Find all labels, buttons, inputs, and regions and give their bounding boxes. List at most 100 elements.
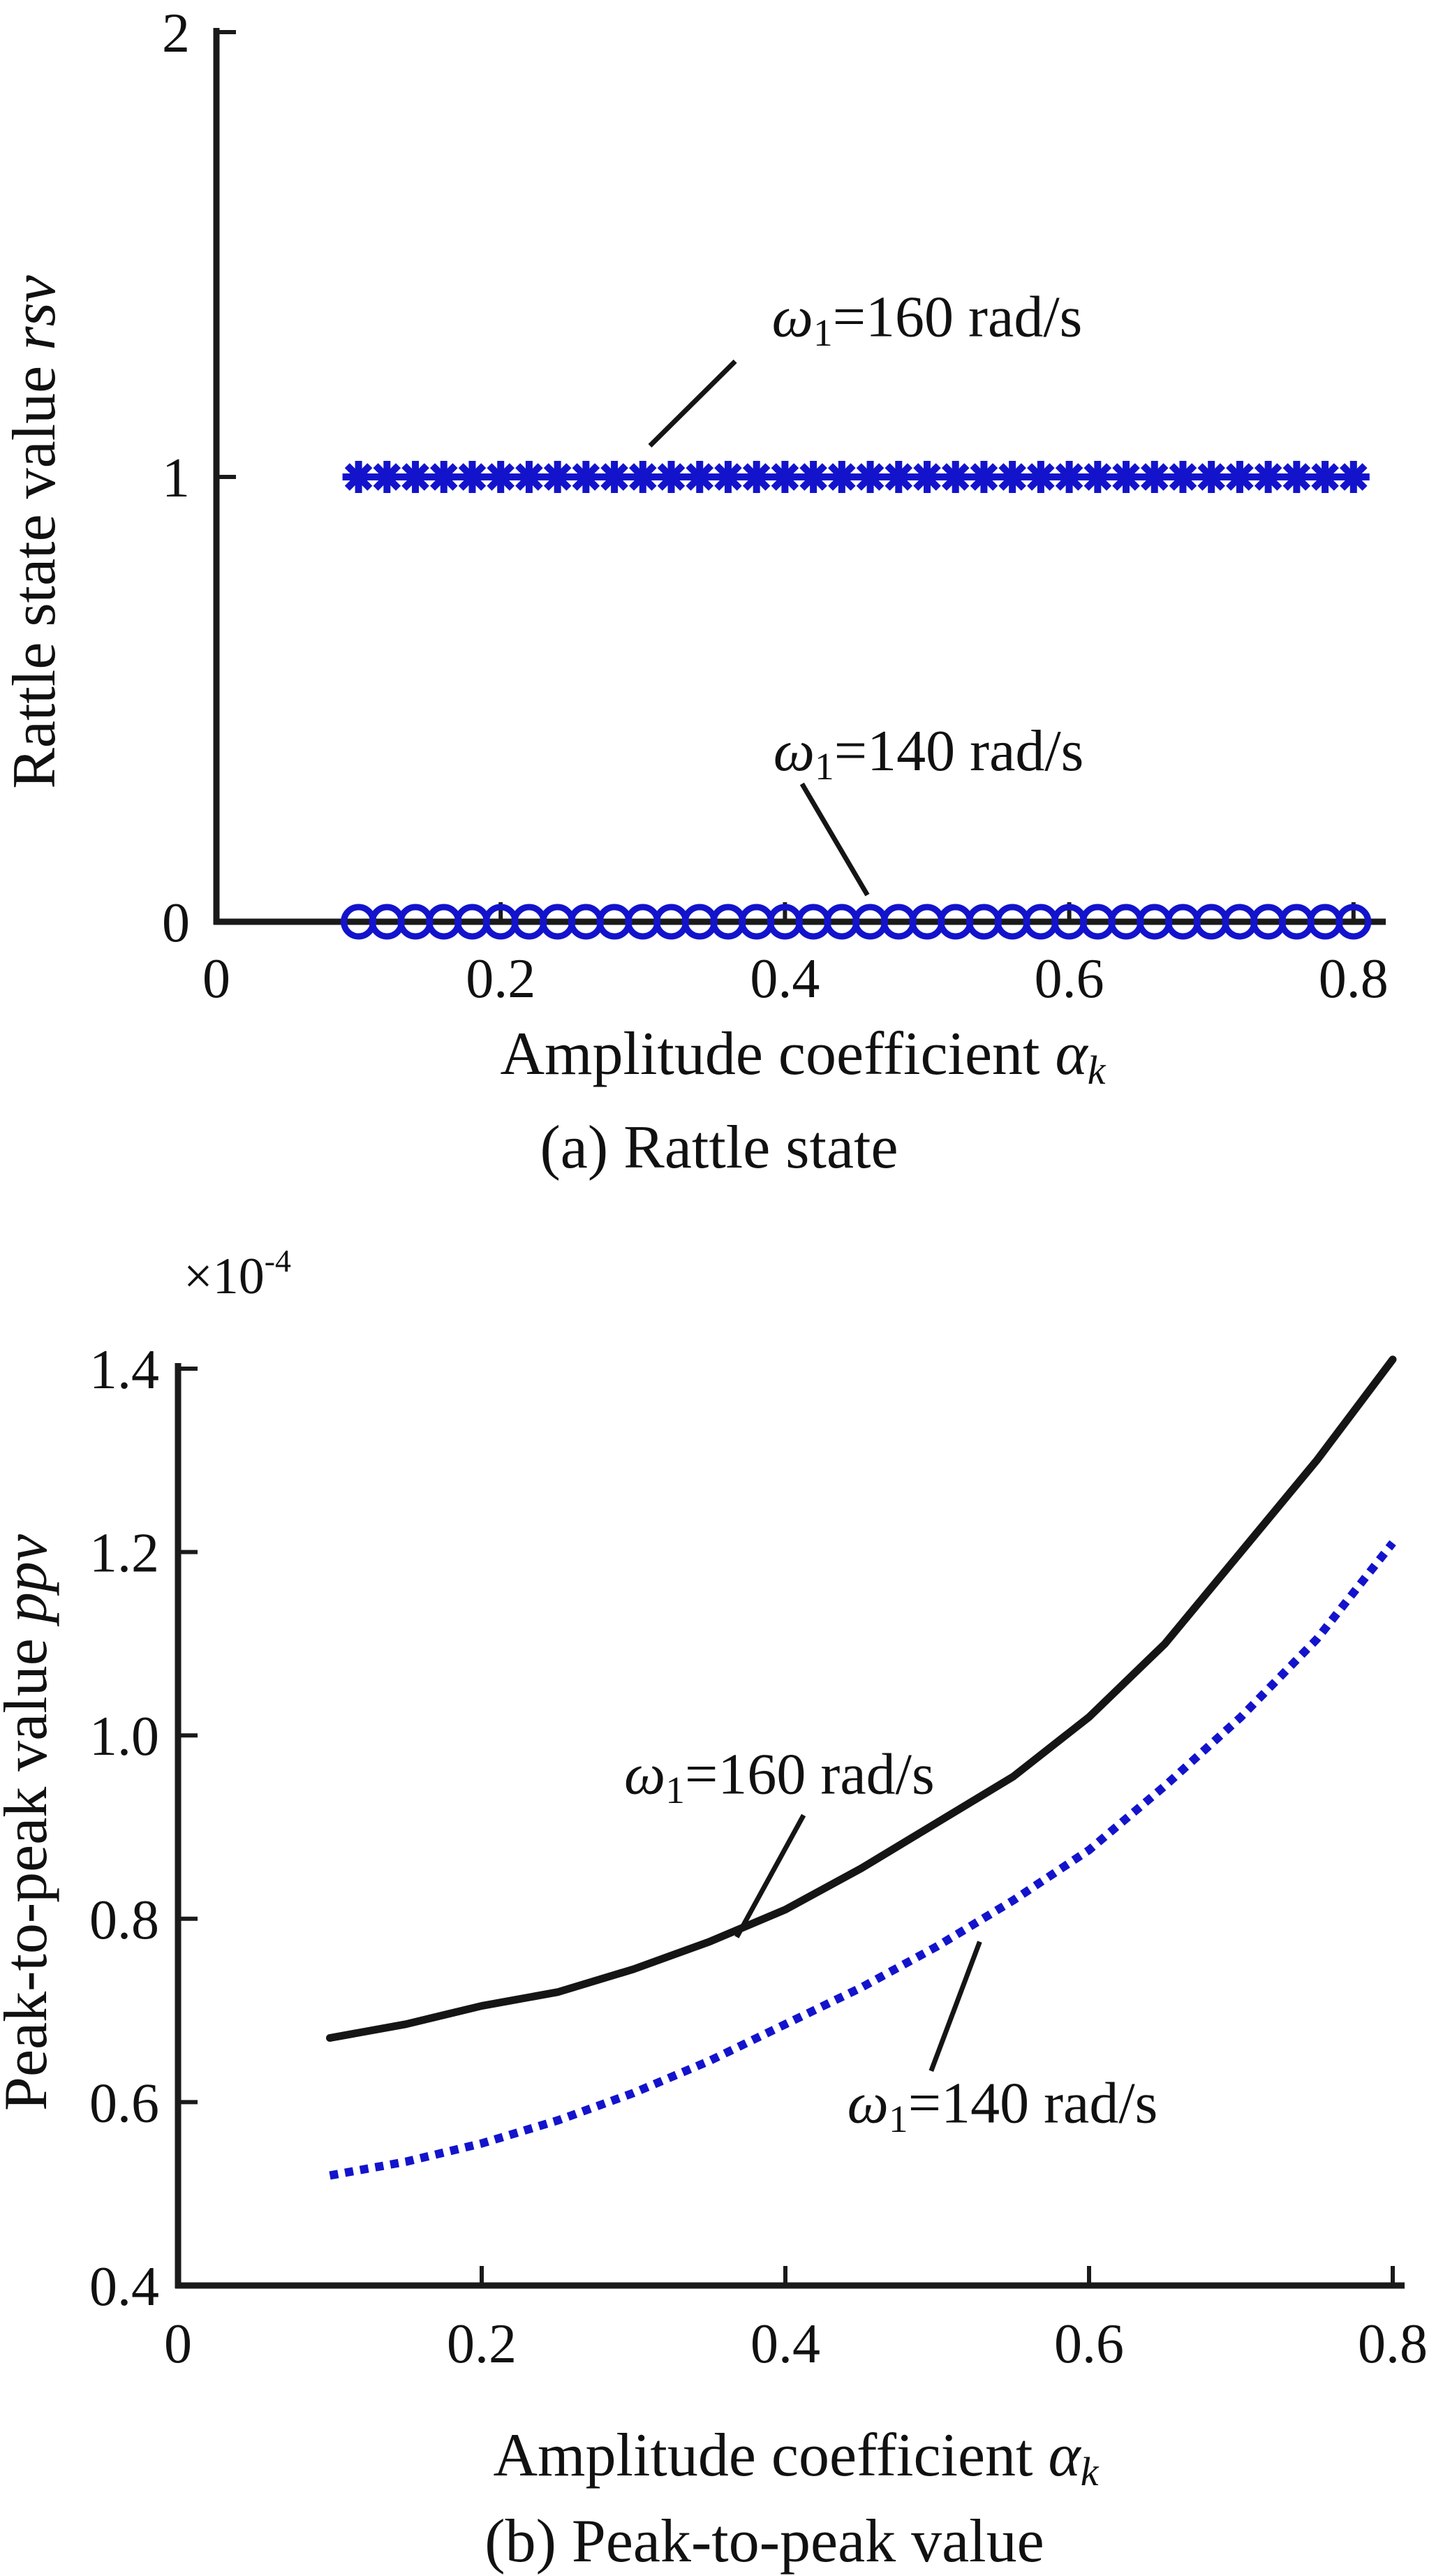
asterisk-stroke xyxy=(1311,463,1339,491)
asterisk-stroke xyxy=(1169,463,1197,491)
annotation-leader-line xyxy=(928,1941,982,2072)
asterisk-marker xyxy=(1110,461,1143,493)
asterisk-marker xyxy=(456,461,489,493)
panel-b-text: 0 0.2 0.4 0.6 0.8 0.4 0.6 0.8 1.0 1.2 1.4 ×10-4 Ampl… xyxy=(0,1243,1428,2575)
asterisk-marker xyxy=(399,461,432,493)
asterisk-stroke xyxy=(714,463,742,491)
panel-b-x-axis-label: Amplitude coefficient αk xyxy=(494,2422,1100,2494)
asterisk-stroke xyxy=(401,463,429,491)
asterisk-marker xyxy=(541,461,574,493)
asterisk-marker xyxy=(342,461,375,493)
panel-b-x-tick-label: 0.4 xyxy=(750,2313,820,2375)
asterisk-stroke xyxy=(885,463,913,491)
asterisk-stroke xyxy=(543,463,572,491)
asterisk-marker xyxy=(797,461,830,493)
panel-a-y-tick-label: 1 xyxy=(162,448,190,509)
annotation-leader-line xyxy=(734,1813,806,1938)
asterisk-marker xyxy=(626,461,659,493)
asterisk-stroke xyxy=(657,463,686,491)
panel-b-y-tick-label: 0.8 xyxy=(89,1890,159,1951)
panel-a-series xyxy=(341,461,1372,940)
asterisk-marker xyxy=(911,461,943,493)
panel-b-y-tick-label: 0.6 xyxy=(89,2073,159,2134)
panel-b-y-tick-label: 1.2 xyxy=(89,1523,159,1584)
asterisk-marker xyxy=(427,461,460,493)
asterisk-marker xyxy=(512,461,545,493)
asterisk-marker xyxy=(1167,461,1199,493)
annotation-leader-line xyxy=(648,359,737,448)
panel-b-x-tick-label: 0 xyxy=(164,2313,192,2375)
annotation-label-omega-160: ω1=160 rad/s xyxy=(624,1742,935,1811)
circle-marker xyxy=(1335,904,1372,940)
asterisk-marker xyxy=(1053,461,1086,493)
asterisk-stroke xyxy=(429,463,458,491)
panel-b-y-tick-label: 1.0 xyxy=(89,1706,159,1767)
panel-a-y-axis-label: Rattle state value rsv xyxy=(1,274,68,788)
panel-b-exponent-label: ×10-4 xyxy=(184,1243,291,1305)
asterisk-marker xyxy=(1138,461,1171,493)
asterisk-stroke xyxy=(1083,463,1112,491)
asterisk-stroke xyxy=(970,463,998,491)
panel-b-x-tick-label: 0.6 xyxy=(1054,2313,1124,2375)
asterisk-marker xyxy=(825,461,858,493)
asterisk-stroke xyxy=(1340,463,1368,491)
asterisk-stroke xyxy=(941,463,970,491)
asterisk-marker xyxy=(683,461,716,493)
asterisk-stroke xyxy=(1140,463,1169,491)
asterisk-marker xyxy=(939,461,972,493)
annotation-label-omega-140: ω1=140 rad/s xyxy=(848,2071,1158,2140)
asterisk-stroke xyxy=(458,463,487,491)
asterisk-marker xyxy=(1280,461,1313,493)
asterisk-stroke xyxy=(1055,463,1083,491)
asterisk-marker xyxy=(1252,461,1285,493)
panel-a-rattle-state: ω1=160 rad/s ω1=140 rad/s 0 0.2 0.4 0.6 0.8 0 1… xyxy=(1,3,1389,1182)
asterisk-marker xyxy=(769,461,801,493)
panel-b-y-tick-label: 0.4 xyxy=(89,2256,159,2318)
annotation-label-omega-140: ω1=140 rad/s xyxy=(774,719,1084,788)
asterisk-marker xyxy=(1309,461,1342,493)
panel-b-axes xyxy=(175,1363,1405,2289)
panel-a-annotations: ω1=160 rad/s ω1=140 rad/s xyxy=(648,285,1084,897)
asterisk-marker xyxy=(1223,461,1256,493)
panel-b-caption: (b) Peak-to-peak value xyxy=(484,2508,1044,2575)
asterisk-marker xyxy=(1024,461,1057,493)
asterisk-stroke xyxy=(1027,463,1055,491)
asterisk-stroke xyxy=(1197,463,1225,491)
annotation-leader-line xyxy=(799,782,870,897)
asterisk-stroke xyxy=(1254,463,1282,491)
panel-a-x-tick-label: 0.8 xyxy=(1319,948,1389,1010)
asterisk-stroke xyxy=(1226,463,1254,491)
asterisk-marker xyxy=(598,461,631,493)
curve-omega-140-dotted xyxy=(329,1540,1396,2180)
asterisk-stroke xyxy=(686,463,714,491)
asterisk-stroke xyxy=(856,463,885,491)
asterisk-stroke xyxy=(1282,463,1311,491)
asterisk-stroke xyxy=(828,463,856,491)
asterisk-marker xyxy=(1337,461,1370,493)
asterisk-stroke xyxy=(629,463,657,491)
asterisk-stroke xyxy=(344,463,373,491)
asterisk-stroke xyxy=(600,463,628,491)
asterisk-marker xyxy=(371,461,404,493)
panel-a-x-tick-label: 0.4 xyxy=(750,948,820,1010)
asterisk-marker xyxy=(570,461,602,493)
asterisk-marker xyxy=(484,461,517,493)
asterisk-marker xyxy=(740,461,773,493)
asterisk-marker xyxy=(996,461,1029,493)
asterisk-stroke xyxy=(515,463,543,491)
asterisk-marker xyxy=(1195,461,1228,493)
panel-b-series xyxy=(326,1355,1397,2180)
asterisk-stroke xyxy=(373,463,401,491)
panel-b-y-tick-label: 1.4 xyxy=(89,1339,159,1401)
panel-a-x-tick-label: 0.2 xyxy=(466,948,535,1010)
asterisk-marker xyxy=(882,461,915,493)
panel-b-x-tick-label: 0.2 xyxy=(447,2313,517,2375)
panel-a-text: 0 0.2 0.4 0.6 0.8 0 1 2 Amplitude coefficient αk… xyxy=(1,3,1389,1182)
curve-omega-160-solid xyxy=(326,1355,1397,2042)
panel-a-y-tick-label: 0 xyxy=(162,892,190,954)
panel-b-x-tick-label: 0.8 xyxy=(1358,2313,1428,2375)
asterisk-stroke xyxy=(998,463,1026,491)
asterisk-marker xyxy=(655,461,688,493)
